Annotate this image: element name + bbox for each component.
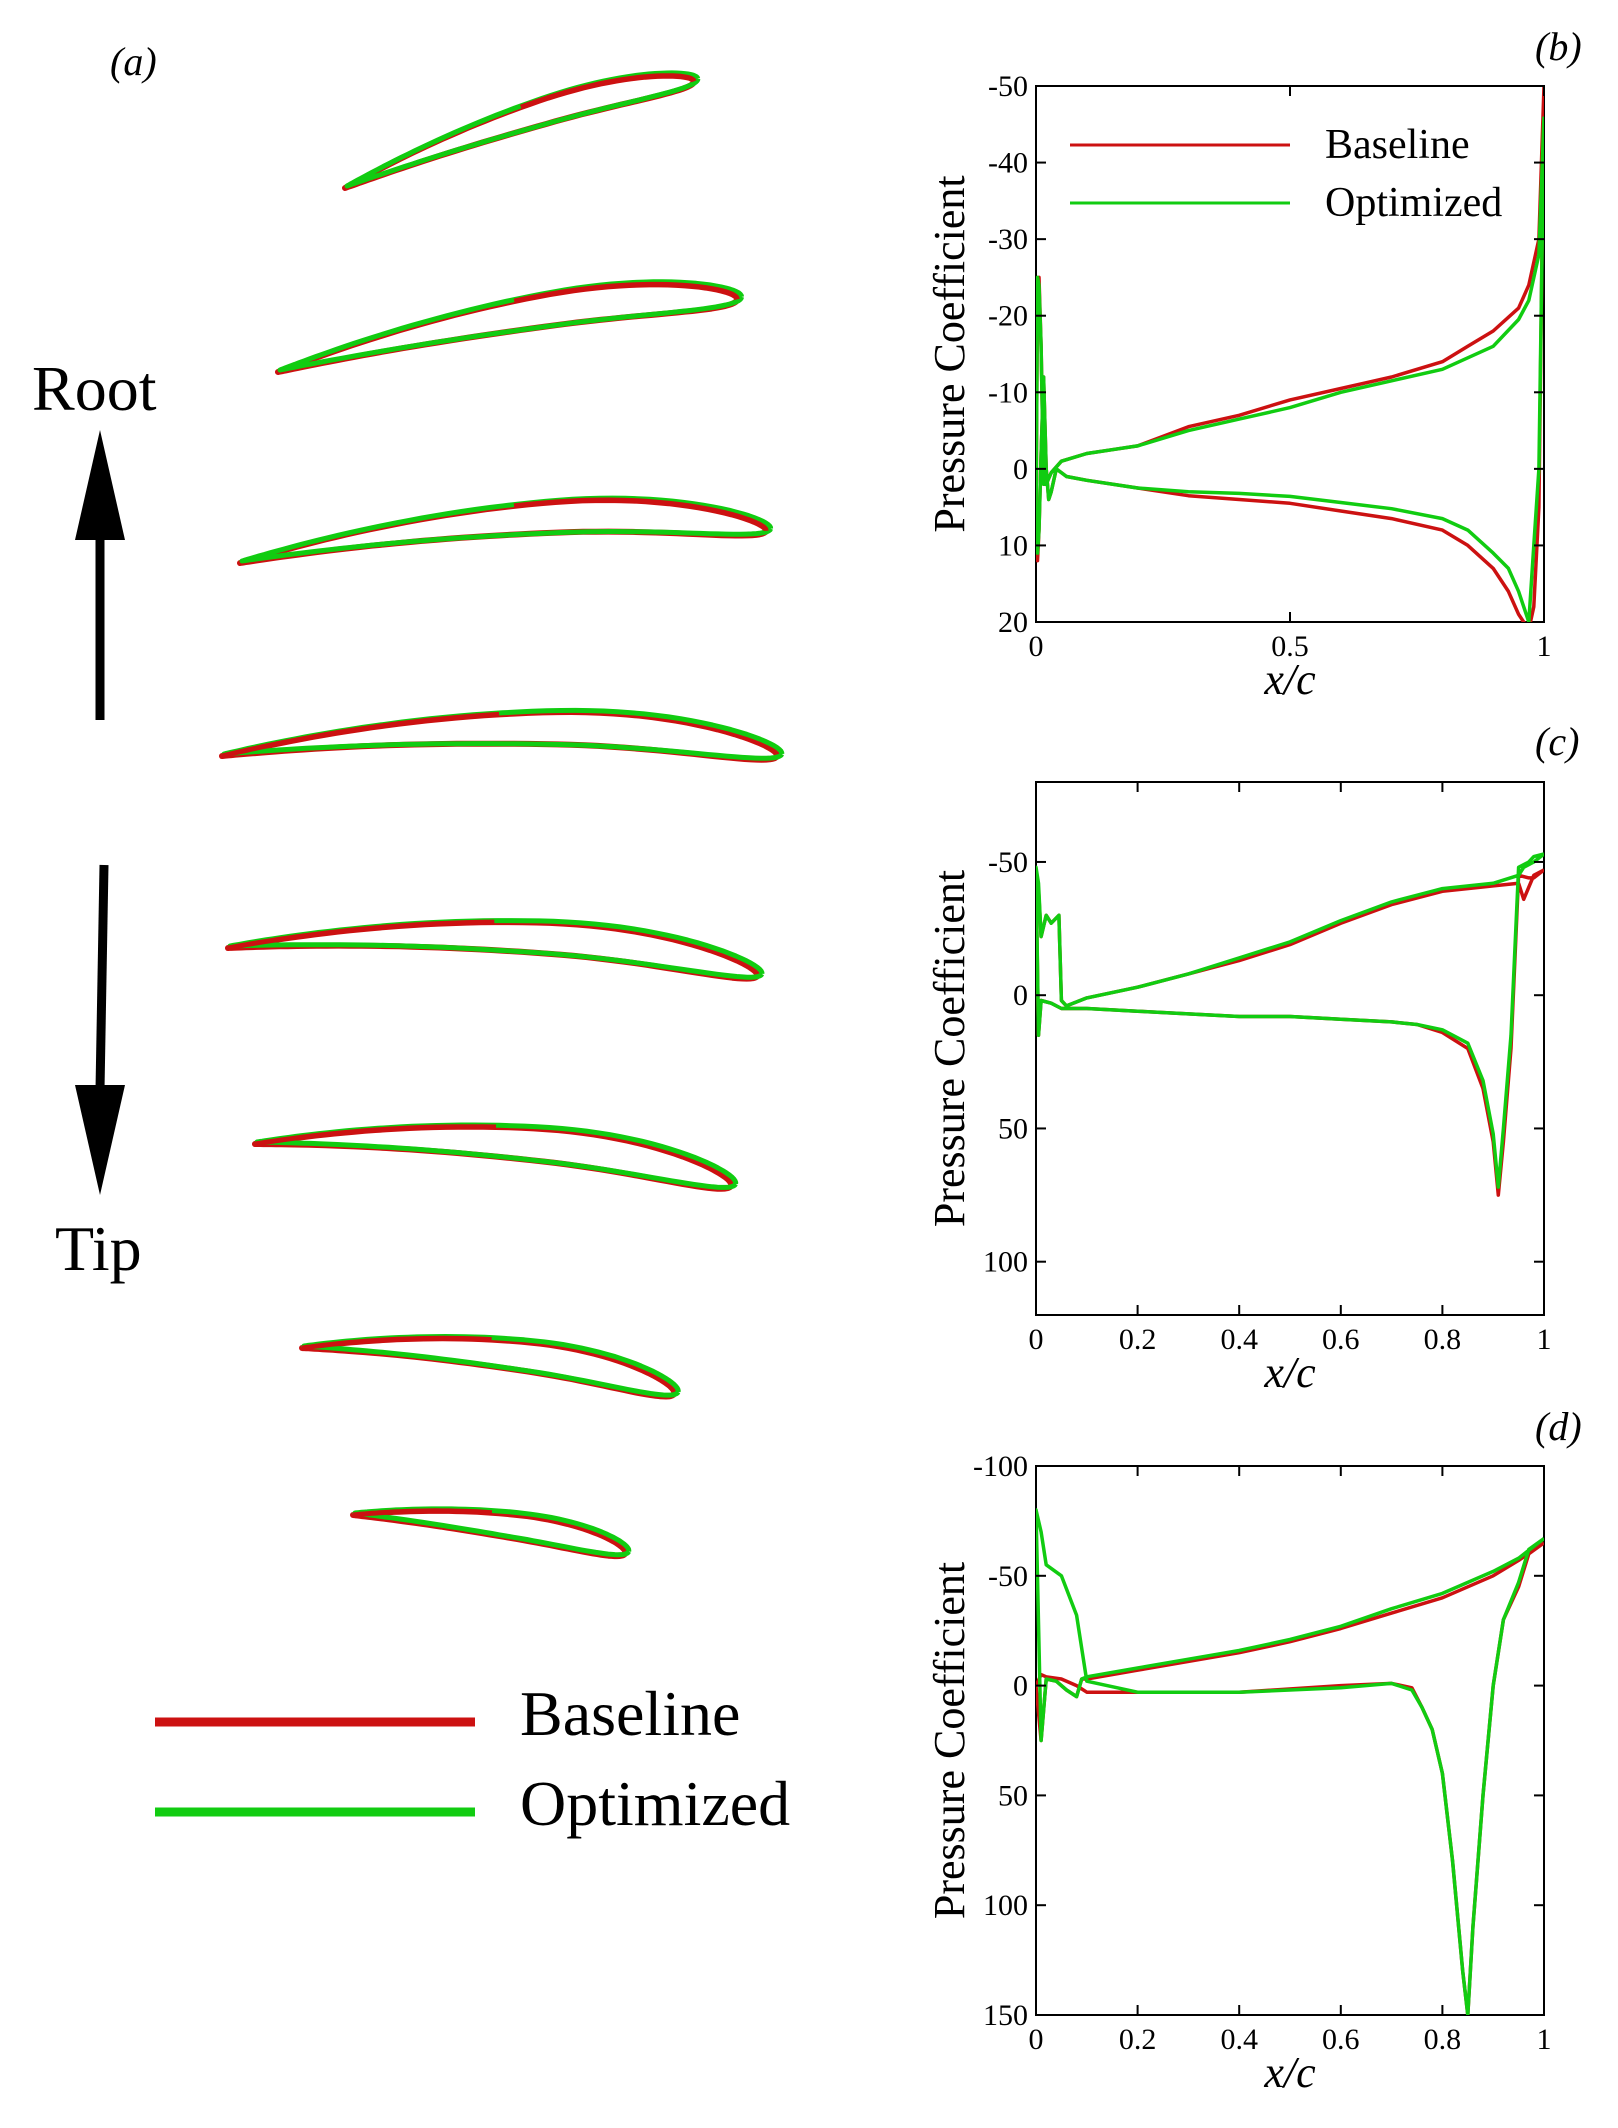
baseline-overlap-segment	[513, 497, 769, 533]
x-tick-label: 0.8	[1424, 1323, 1462, 1356]
baseline-overlap-segment	[520, 73, 697, 110]
optimized-profile	[277, 279, 745, 373]
series-line-optimized	[1036, 116, 1544, 622]
optimized-profile	[301, 1334, 681, 1398]
y-tick-label: -100	[973, 1450, 1028, 1483]
legend-baseline-label: Baseline	[520, 1678, 740, 1749]
y-tick-label: -10	[988, 376, 1028, 409]
baseline-overlap-segment	[252, 1124, 497, 1147]
series-line-optimized	[1036, 852, 1544, 1189]
root-arrow-icon	[75, 430, 125, 720]
airfoil-section-2	[275, 279, 745, 375]
x-tick-label: 1	[1537, 630, 1552, 663]
panel-b-label: (b)	[1535, 24, 1582, 69]
y-tick-label: -20	[988, 300, 1028, 333]
series-line-baseline	[1036, 1541, 1544, 2015]
baseline-overlap-segment	[299, 1335, 492, 1351]
series-group	[1036, 86, 1544, 622]
y-tick-label: -50	[988, 1560, 1028, 1593]
y-axis-title: Pressure Coefficient	[925, 175, 974, 532]
tip-arrow-icon	[75, 864, 125, 1195]
baseline-overlap-segment	[219, 711, 500, 759]
series-line-optimized	[1036, 1508, 1544, 2015]
x-tick-label: 0.2	[1119, 2023, 1157, 2056]
airfoil-section-7	[299, 1334, 681, 1400]
airfoil-section-8	[350, 1506, 632, 1560]
panel-a-airfoil-sections: (a) Root Tip Baseline Optimized	[32, 39, 790, 1839]
x-tick-label: 1	[1537, 1323, 1552, 1356]
x-tick-label: 0.6	[1322, 1323, 1360, 1356]
y-tick-label: 0	[1013, 1670, 1028, 1703]
x-tick-label: 0	[1029, 630, 1044, 663]
x-axis-title: x/c	[1263, 655, 1316, 704]
chart-c: -50 0 50 100 0 0.2 0.4 0.6 0.8 1 x/c Pressure Coeff…	[925, 781, 1552, 1397]
series-group	[1036, 852, 1544, 1197]
airfoil-sections	[219, 70, 785, 1560]
y-tick-label: 0	[1013, 453, 1028, 486]
panel-c: (c) -50 0 50 100 0 0.2 0.4 0.6 0.8 1 x/c Pressure C…	[925, 719, 1579, 1397]
root-label: Root	[32, 353, 157, 424]
plot-frame	[1035, 1465, 1545, 2016]
y-tick-label: 20	[998, 606, 1028, 639]
y-tick-label: -50	[988, 846, 1028, 879]
y-tick-label: 100	[983, 1889, 1028, 1922]
x-tick-label: 1	[1537, 2023, 1552, 2056]
legend-b-baseline-label: Baseline	[1325, 122, 1470, 168]
panel-d-label: (d)	[1535, 1404, 1582, 1449]
x-tick-label: 0.2	[1119, 1323, 1157, 1356]
baseline-overlap-segment	[225, 919, 495, 951]
y-tick-label: 50	[998, 1112, 1028, 1145]
panel-a-label: (a)	[110, 39, 157, 84]
optimized-profile	[344, 70, 701, 189]
x-tick-label: 0.6	[1322, 2023, 1360, 2056]
y-tick-label: -40	[988, 147, 1028, 180]
baseline-overlap-segment	[513, 281, 740, 304]
panel-c-label: (c)	[1535, 719, 1579, 764]
x-tick-label: 0.4	[1220, 1323, 1258, 1356]
x-axis-title: x/c	[1263, 1348, 1316, 1397]
legend-b-optimized-label: Optimized	[1325, 180, 1502, 226]
tip-label: Tip	[55, 1213, 142, 1284]
airfoil-section-5	[225, 918, 765, 982]
y-tick-label: 0	[1013, 979, 1028, 1012]
airfoil-section-4	[219, 707, 785, 763]
legend-optimized-label: Optimized	[520, 1768, 790, 1839]
y-axis-title: Pressure Coefficient	[925, 870, 974, 1227]
airfoil-section-1	[342, 70, 701, 191]
x-tick-label: 0	[1029, 2023, 1044, 2056]
series-group	[1036, 1508, 1544, 2015]
panel-a-legend: Baseline Optimized	[155, 1678, 790, 1839]
optimized-profile	[227, 918, 765, 980]
y-tick-label: 50	[998, 1779, 1028, 1812]
panel-b-legend: Baseline Optimized	[1070, 122, 1502, 226]
y-tick-label: 10	[998, 529, 1028, 562]
baseline-overlap-segment	[350, 1508, 493, 1518]
airfoil-section-6	[252, 1122, 739, 1192]
airfoil-section-3	[237, 495, 774, 566]
x-axis-title: x/c	[1263, 2048, 1316, 2097]
series-line-baseline	[1036, 868, 1544, 1197]
y-tick-label: 100	[983, 1246, 1028, 1279]
y-tick-label: -30	[988, 223, 1028, 256]
plot-frame	[1035, 781, 1545, 1316]
x-tick-label: 0.5	[1271, 630, 1309, 663]
x-tick-label: 0	[1029, 1323, 1044, 1356]
x-tick-label: 0.4	[1220, 2023, 1258, 2056]
y-tick-label: -50	[988, 70, 1028, 103]
y-tick-label: 150	[983, 1999, 1028, 2032]
x-tick-label: 0.8	[1424, 2023, 1462, 2056]
y-axis-title: Pressure Coefficient	[925, 1562, 974, 1919]
